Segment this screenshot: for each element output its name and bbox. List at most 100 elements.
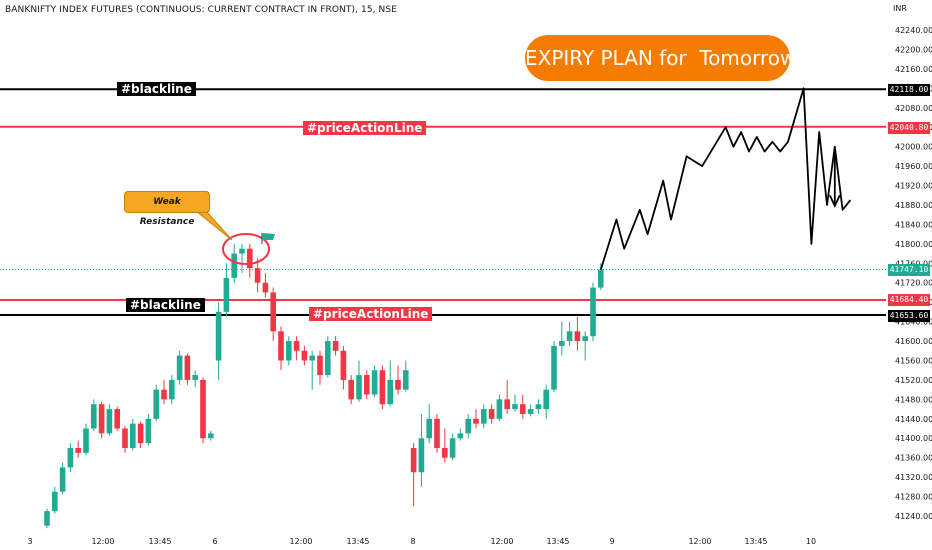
candle[interactable] [535,399,542,414]
candle[interactable] [208,430,214,441]
candle[interactable] [473,409,479,429]
candle[interactable] [262,273,269,298]
priceaction-bottom-label: #priceActionLine [309,307,433,321]
y-tick-label: 41360.00 [895,454,932,463]
candlesticks [44,243,604,529]
candle[interactable] [426,404,432,444]
blackline-bottom-label: #blackline [126,298,205,312]
candle[interactable] [387,360,393,407]
candle[interactable] [488,404,495,424]
candle[interactable] [340,345,347,390]
candle[interactable] [574,316,581,351]
candle[interactable] [215,302,222,380]
candle[interactable] [137,421,144,448]
candle[interactable] [457,428,464,441]
candle[interactable] [153,384,159,422]
x-tick-label: 12:00 [490,537,513,546]
candle[interactable] [395,365,401,395]
candle[interactable] [169,375,175,405]
y-tick-label: 41240.00 [895,512,932,521]
candle[interactable] [442,428,448,463]
y-tick-label: 41280.00 [895,493,932,502]
candle[interactable] [371,365,378,397]
candle[interactable] [130,418,136,451]
candle[interactable] [231,243,237,283]
x-tick-label: 10 [806,537,816,546]
candle[interactable] [44,508,50,529]
candle[interactable] [364,370,370,400]
candle[interactable] [270,287,276,342]
candle[interactable] [504,379,510,414]
y-tick-label: 41840.00 [895,220,932,229]
candle[interactable] [582,331,588,361]
price-label-red-top: 42040.80 [888,122,930,134]
price-label-red-bottom: 41684.40 [888,294,930,306]
y-tick-label: 41320.00 [895,473,932,482]
x-tick-label: 12:00 [91,537,114,546]
candle[interactable] [75,440,81,458]
candle[interactable] [543,384,549,419]
projection-line[interactable] [599,87,852,270]
candle[interactable] [91,399,97,431]
candle[interactable] [481,404,487,429]
candle[interactable] [59,462,66,495]
candle[interactable] [106,404,113,436]
candle[interactable] [184,353,191,385]
x-tick-label: 12:00 [289,537,312,546]
weak-resistance-callout: Weak Resistance [124,191,210,227]
candle[interactable] [192,370,198,388]
candle[interactable] [161,379,167,405]
candle[interactable] [239,243,245,273]
y-tick-label: 41640.00 [895,318,932,327]
candle[interactable] [520,394,526,419]
price-label-black-top: 42118.00 [888,84,930,96]
candle[interactable] [200,377,206,444]
candle[interactable] [465,413,471,439]
resistance-circle[interactable] [222,233,270,265]
candle[interactable] [325,336,331,378]
candle[interactable] [403,360,409,393]
candle[interactable] [301,345,308,366]
x-tick-label: 8 [410,537,415,546]
candle[interactable] [551,341,557,393]
candle[interactable] [122,426,128,453]
candle[interactable] [52,486,58,514]
candle[interactable] [278,326,284,371]
y-tick-label: 41880.00 [895,201,932,210]
candle[interactable] [176,350,183,385]
candle[interactable] [348,375,354,405]
candle[interactable] [293,336,300,361]
candle[interactable] [332,336,339,356]
candle[interactable] [559,321,565,356]
candle[interactable] [410,443,417,507]
candle[interactable] [512,394,518,412]
candle[interactable] [247,243,253,278]
candle[interactable] [356,360,362,402]
candle[interactable] [83,423,89,456]
candle[interactable] [98,401,105,439]
candle[interactable] [254,258,261,293]
candle[interactable] [449,433,456,461]
candle[interactable] [434,413,440,453]
candle[interactable] [379,365,386,410]
arrow-head-icon [828,194,841,209]
candle[interactable] [496,394,503,422]
x-tick-label: 13:45 [546,537,569,546]
projection-path [599,87,852,270]
currency-label: INR [893,4,907,13]
candle[interactable] [67,443,74,473]
y-tick-label: 41760.00 [895,259,932,268]
candle[interactable] [223,263,230,317]
candle[interactable] [286,336,292,366]
candle[interactable] [317,350,323,385]
candle[interactable] [527,404,534,417]
candle[interactable] [418,413,425,487]
candle[interactable] [145,413,152,446]
x-tick-label: 12:00 [688,537,711,546]
candle[interactable] [566,321,573,346]
candle[interactable] [590,282,596,342]
y-tick-label: 41600.00 [895,337,932,346]
candle[interactable] [309,350,315,390]
candle[interactable] [114,406,120,431]
y-tick-label: 41480.00 [895,395,932,404]
